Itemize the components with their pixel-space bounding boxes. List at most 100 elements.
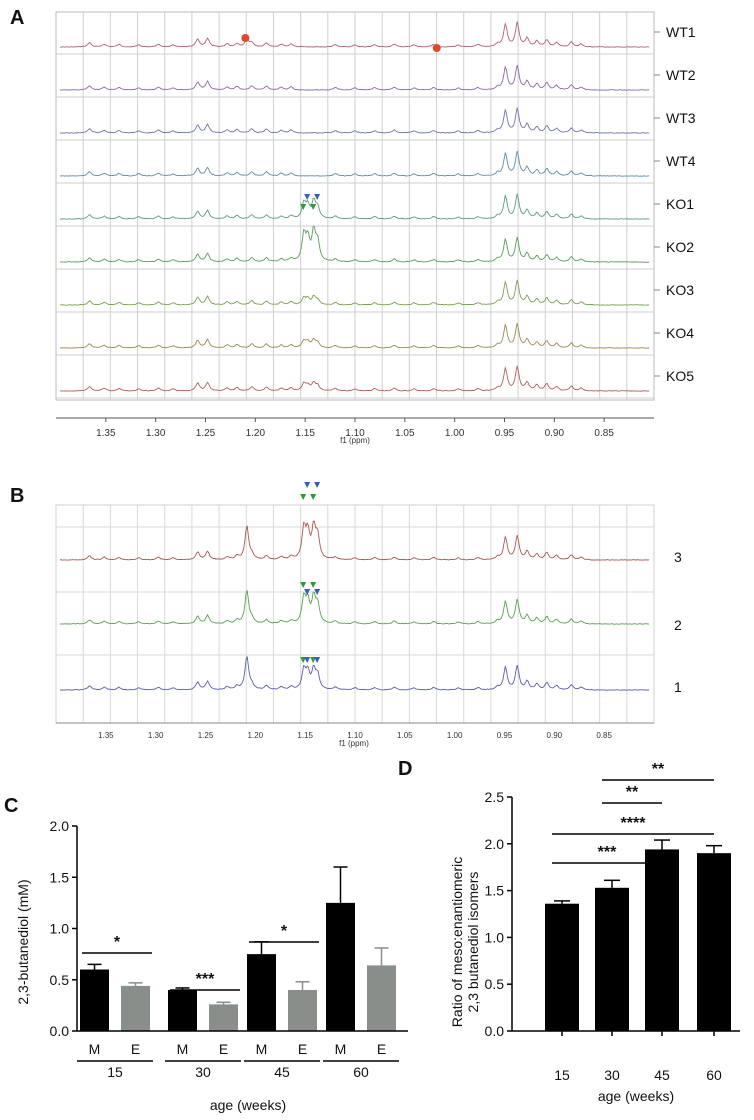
nmr-a-tick-label: 1.20	[246, 428, 266, 439]
chart-d-y-label-line1: Ratio of meso:enantiomeric	[449, 857, 465, 1027]
nmr-b-trace	[59, 656, 650, 691]
chart-c-sig-label: ***	[196, 971, 215, 988]
chart-d-sig-label: ****	[621, 815, 647, 832]
chart-d-x-tick-label: 60	[706, 1067, 722, 1083]
nmr-b-axis-label: f1 (ppm)	[339, 739, 369, 748]
chart-c-bar-m	[247, 954, 276, 1031]
nmr-a-tick-label: 1.25	[196, 428, 216, 439]
chart-c-y-tick-label: 0.0	[50, 1023, 70, 1039]
nmr-a-trace-label: KO5	[666, 368, 694, 384]
chart-c-sig-label: *	[281, 923, 288, 940]
nmr-b-isomer-marker	[300, 582, 307, 588]
nmr-a-tick-label: 1.10	[345, 428, 365, 439]
nmr-b-tick-label: 1.00	[447, 731, 463, 740]
chart-d-x-tick-label: 45	[654, 1067, 670, 1083]
nmr-a-trace-label: WT3	[666, 110, 696, 126]
nmr-a-tick-label: 1.30	[146, 428, 166, 439]
chart-c-bar-label: M	[335, 1041, 347, 1057]
chart-c-bar-m	[326, 902, 355, 1031]
nmr-a-isomer-marker	[314, 194, 321, 200]
chart-d-y-tick-label: 0.0	[485, 1023, 505, 1039]
chart-c-group-label: 15	[107, 1064, 123, 1080]
nmr-b-isomer-marker	[310, 657, 317, 663]
nmr-b-tick-label: 1.30	[148, 731, 164, 740]
panel-letter-a: A	[10, 7, 24, 29]
nmr-panel-b: 3 2 1 1.35 1.30 1.25 1.20 1.15 1.10 1.05 1.00 0.95…	[55, 482, 682, 748]
nmr-b-axis: 1.35 1.30 1.25 1.20 1.15 1.10 1.05 1.00 0.95 0.90…	[56, 722, 654, 740]
nmr-b-tick-label: 1.35	[98, 731, 114, 740]
nmr-b-grid	[56, 505, 654, 723]
nmr-b-tick-label: 1.05	[397, 731, 413, 740]
chart-c-y-tick-label: 0.5	[50, 972, 70, 988]
nmr-a-tick-label: 1.15	[295, 428, 315, 439]
chart-c-bar-label: M	[89, 1041, 101, 1057]
nmr-b-trace	[59, 590, 650, 625]
nmr-b-isomer-marker	[300, 657, 307, 663]
nmr-b-traces	[59, 482, 650, 691]
nmr-a-axis-label: f1 (ppm)	[340, 436, 370, 445]
nmr-a-tick-label: 0.85	[594, 428, 614, 439]
panel-letter-d: D	[398, 758, 412, 780]
chart-d-bar	[645, 849, 679, 1031]
chart-d-y-tick-label: 1.0	[485, 929, 505, 945]
nmr-a-isomer-marker	[310, 204, 317, 210]
nmr-a-trace-label: KO2	[666, 239, 694, 255]
nmr-a-trace	[59, 225, 650, 263]
nmr-b-isomer-marker	[314, 589, 321, 595]
nmr-a-trace	[59, 279, 650, 306]
nmr-a-trace	[59, 193, 650, 220]
nmr-b-isomer-marker	[304, 589, 311, 595]
bar-chart-d: Ratio of meso:enantiomeric 2,3 butanedio…	[449, 761, 740, 1104]
nmr-a-trace-label: KO1	[666, 196, 694, 212]
chart-d-y-tick-label: 2.0	[485, 836, 505, 852]
chart-c-bar-label: M	[177, 1041, 189, 1057]
nmr-a-tick-label: 1.05	[395, 428, 415, 439]
chart-c-bar-m	[168, 990, 197, 1031]
nmr-b-trace	[59, 520, 650, 561]
nmr-a-tick-label: 0.95	[495, 428, 515, 439]
chart-d-bar	[595, 887, 629, 1031]
nmr-b-isomer-marker	[310, 494, 317, 500]
nmr-a-trace	[59, 107, 650, 134]
panel-letter-b: B	[10, 485, 24, 507]
chart-d-y-tick-label: 2.5	[485, 789, 505, 805]
nmr-a-trace	[60, 21, 650, 48]
chart-d-x-tick-label: 30	[604, 1067, 620, 1083]
chart-d-y-label-line2: 2,3 butanediol isomers	[465, 872, 481, 1013]
nmr-panel-a: WT1 WT2 WT3 WT4 KO1 KO2 KO3 KO4 KO5 1.35 1.30 1.25…	[55, 11, 696, 445]
nmr-b-trace-label: 2	[674, 617, 682, 633]
chart-c-bar-m	[80, 969, 109, 1031]
chart-c-bar-label: M	[256, 1041, 268, 1057]
chart-d-sig-label: **	[652, 761, 665, 778]
nmr-a-trace-label: KO3	[666, 282, 694, 298]
chart-c-y-label: 2,3-butanediol (mM)	[15, 879, 31, 1004]
chart-d-bar	[697, 853, 731, 1031]
chart-c-x-label: age (weeks)	[210, 1097, 286, 1113]
nmr-a-trace-label: WT1	[666, 24, 696, 40]
chart-c-bar-e	[288, 990, 317, 1031]
nmr-a-traces	[59, 21, 650, 392]
chart-c-y-tick-label: 2.0	[50, 818, 70, 834]
nmr-b-tick-label: 1.10	[347, 731, 363, 740]
chart-c-bar-label: E	[298, 1041, 307, 1057]
nmr-b-trace-labels: 3 2 1	[674, 549, 682, 695]
nmr-a-trace-label: WT2	[666, 67, 696, 83]
nmr-b-isomer-marker	[314, 657, 321, 663]
nmr-b-trace-label: 1	[674, 679, 682, 695]
nmr-a-isomer-marker	[304, 194, 311, 200]
chart-c-y-tick-label: 1.5	[50, 869, 70, 885]
nmr-b-tick-label: 1.20	[248, 731, 264, 740]
chart-d-bar	[545, 903, 579, 1031]
nmr-a-trace-label: KO4	[666, 325, 694, 341]
nmr-b-trace-label: 3	[674, 549, 682, 565]
chart-c-y-tick-label: 1.0	[50, 921, 70, 937]
nmr-a-grid	[56, 12, 654, 400]
chart-d-x-tick-label: 15	[554, 1067, 570, 1083]
chart-d-plot: 0.00.51.01.52.02.515 30 45 60***********	[485, 761, 740, 1083]
chart-d-x-label: age (weeks)	[598, 1088, 674, 1104]
chart-c-group-label: 60	[353, 1064, 369, 1080]
chart-c-group-label: 45	[274, 1064, 290, 1080]
nmr-a-meso-marker	[241, 34, 250, 42]
